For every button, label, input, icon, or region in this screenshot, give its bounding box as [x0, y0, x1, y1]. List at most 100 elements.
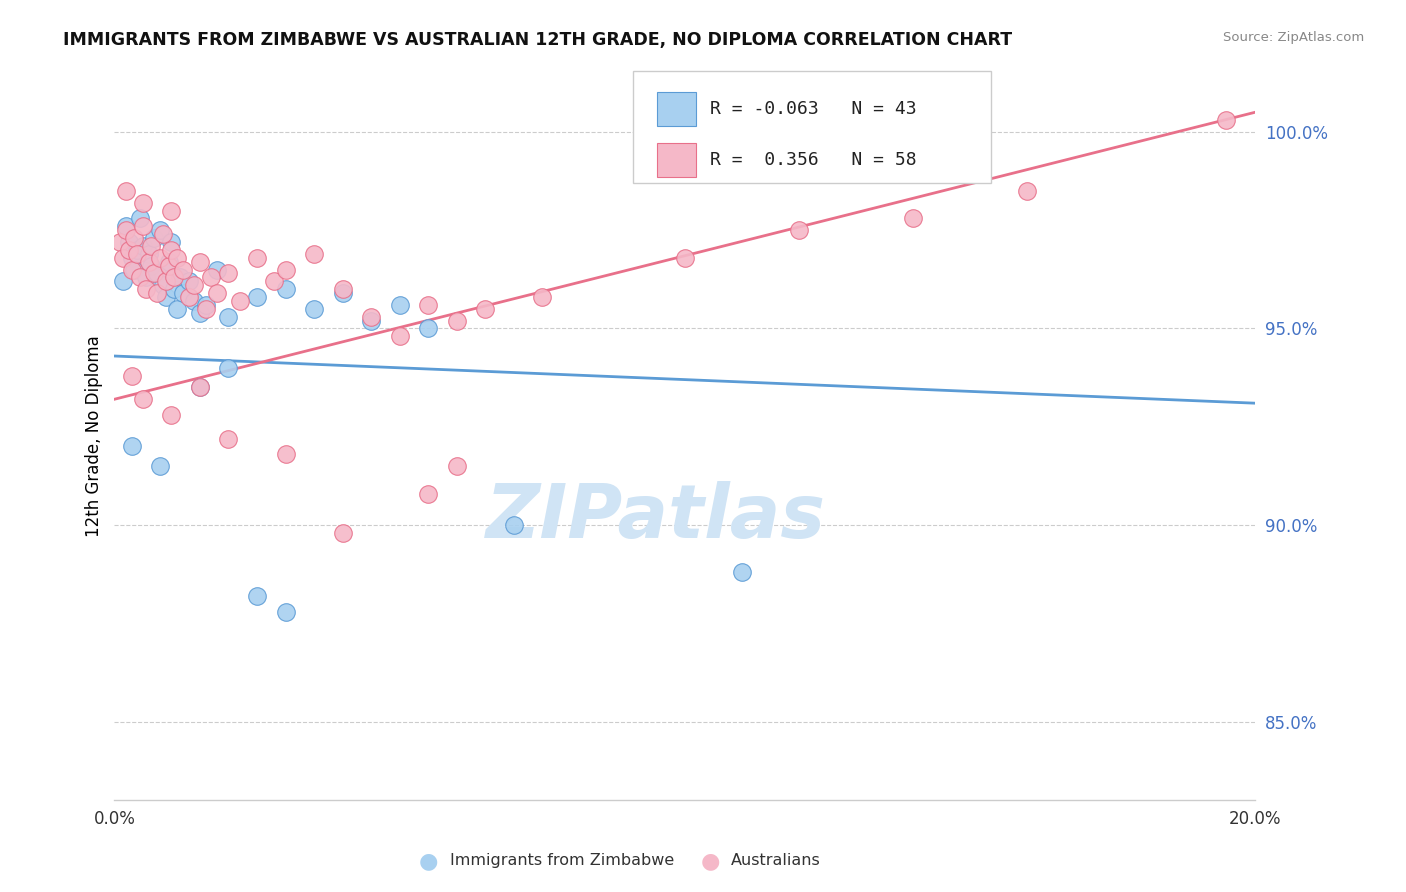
- Point: [731, 566, 754, 580]
- Point: [132, 239, 155, 253]
- Point: [146, 267, 169, 281]
- Point: [502, 518, 524, 533]
- Point: [163, 282, 186, 296]
- Point: [135, 282, 157, 296]
- Point: [121, 251, 143, 265]
- Point: [132, 195, 155, 210]
- Point: [127, 247, 149, 261]
- Point: [274, 262, 297, 277]
- Point: [188, 380, 211, 394]
- Text: IMMIGRANTS FROM ZIMBABWE VS AUSTRALIAN 12TH GRADE, NO DIPLOMA CORRELATION CHART: IMMIGRANTS FROM ZIMBABWE VS AUSTRALIAN 1…: [63, 31, 1012, 49]
- Point: [132, 392, 155, 407]
- Point: [129, 211, 152, 226]
- Point: [160, 408, 183, 422]
- Point: [108, 235, 131, 249]
- Point: [157, 254, 180, 268]
- Point: [263, 274, 285, 288]
- Point: [531, 290, 554, 304]
- Point: [205, 262, 228, 277]
- Point: [138, 247, 160, 261]
- Text: ●: ●: [419, 851, 439, 871]
- Point: [114, 219, 136, 234]
- Point: [118, 235, 141, 249]
- Point: [149, 223, 172, 237]
- Point: [152, 227, 174, 242]
- Point: [143, 267, 166, 281]
- Point: [114, 223, 136, 237]
- Point: [138, 254, 160, 268]
- Point: [217, 267, 239, 281]
- Point: [229, 293, 252, 308]
- Point: [141, 259, 163, 273]
- Point: [146, 286, 169, 301]
- Point: [217, 310, 239, 324]
- Point: [111, 251, 134, 265]
- Point: [246, 251, 269, 265]
- Point: [163, 270, 186, 285]
- Point: [188, 254, 211, 268]
- Point: [217, 432, 239, 446]
- Point: [360, 310, 382, 324]
- Text: ●: ●: [700, 851, 720, 871]
- Point: [332, 525, 354, 540]
- Text: Source: ZipAtlas.com: Source: ZipAtlas.com: [1223, 31, 1364, 45]
- Point: [149, 251, 172, 265]
- Point: [160, 235, 183, 249]
- Point: [127, 243, 149, 257]
- Point: [111, 274, 134, 288]
- Point: [143, 231, 166, 245]
- Point: [141, 239, 163, 253]
- Point: [274, 447, 297, 461]
- Y-axis label: 12th Grade, No Diploma: 12th Grade, No Diploma: [86, 335, 103, 538]
- Point: [155, 274, 177, 288]
- Point: [177, 290, 200, 304]
- Text: Australians: Australians: [731, 854, 821, 868]
- Point: [160, 203, 183, 218]
- Point: [172, 262, 194, 277]
- Point: [183, 293, 205, 308]
- Text: ZIPatlas: ZIPatlas: [486, 481, 827, 554]
- Point: [446, 459, 468, 474]
- Point: [152, 278, 174, 293]
- Point: [787, 223, 810, 237]
- Point: [194, 301, 217, 316]
- Point: [388, 329, 411, 343]
- Point: [121, 439, 143, 453]
- Point: [332, 286, 354, 301]
- Point: [135, 270, 157, 285]
- Point: [166, 301, 188, 316]
- Point: [124, 262, 146, 277]
- Point: [121, 262, 143, 277]
- Point: [124, 231, 146, 245]
- Point: [188, 380, 211, 394]
- Point: [416, 321, 439, 335]
- Point: [188, 306, 211, 320]
- Point: [446, 313, 468, 327]
- Text: R = -0.063   N = 43: R = -0.063 N = 43: [710, 100, 917, 118]
- Point: [157, 259, 180, 273]
- Point: [172, 286, 194, 301]
- Point: [217, 360, 239, 375]
- Point: [169, 270, 191, 285]
- Point: [416, 486, 439, 500]
- Point: [160, 243, 183, 257]
- Point: [177, 274, 200, 288]
- Point: [118, 243, 141, 257]
- Point: [166, 251, 188, 265]
- Point: [246, 589, 269, 603]
- Point: [901, 211, 924, 226]
- Text: Immigrants from Zimbabwe: Immigrants from Zimbabwe: [450, 854, 673, 868]
- Point: [1215, 113, 1237, 128]
- Point: [121, 368, 143, 383]
- Point: [274, 282, 297, 296]
- Point: [114, 184, 136, 198]
- Point: [1015, 184, 1038, 198]
- Point: [129, 270, 152, 285]
- Point: [274, 605, 297, 619]
- Point: [416, 298, 439, 312]
- Point: [200, 270, 222, 285]
- Point: [360, 313, 382, 327]
- Text: R =  0.356   N = 58: R = 0.356 N = 58: [710, 151, 917, 169]
- Point: [302, 247, 325, 261]
- Point: [183, 278, 205, 293]
